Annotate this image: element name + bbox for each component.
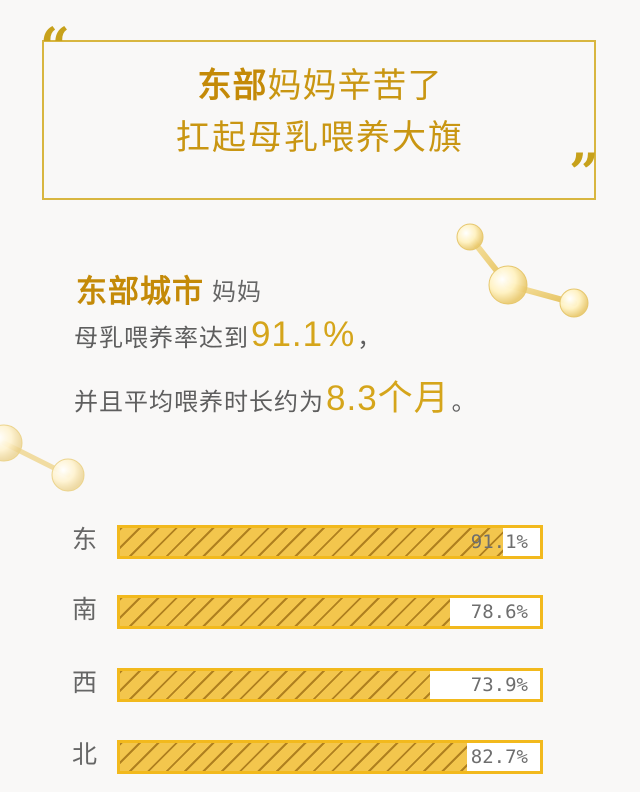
headline-frame	[42, 40, 596, 200]
bar-value-label: 73.9%	[470, 674, 528, 696]
region-title-sub: 妈妈	[212, 278, 262, 306]
bar	[120, 743, 468, 771]
bar-track: 82.7%	[117, 740, 543, 774]
bar-value-label: 82.7%	[470, 746, 528, 768]
breastfeeding-rate-prefix: 母乳喂养率达到	[74, 324, 249, 352]
headline-line-1-rest: 妈妈辛苦了	[267, 66, 443, 106]
feeding-duration-line: 并且平均喂养时长约为8.3个月。	[74, 370, 477, 421]
breastfeeding-rate-line: 母乳喂养率达到91.1%，	[74, 315, 382, 355]
bar-row: 北 82.7%	[70, 732, 570, 774]
bar	[120, 671, 431, 699]
bar-value-label: 91.1%	[470, 531, 528, 553]
bar-category-label: 东	[72, 525, 98, 554]
headline-line-2: 扛起母乳喂养大旗	[176, 118, 464, 158]
quote-close-mark: ”	[569, 143, 599, 204]
bar-track: 78.6%	[117, 595, 543, 629]
bar-row: 南 78.6%	[70, 587, 570, 629]
bar-row: 东 91.1%	[70, 517, 570, 559]
region-title: 东部城市 妈妈	[76, 266, 262, 311]
region-bar-chart: 东 91.1% 南 78.6% 西 73.9% 北 82.7%	[70, 510, 570, 790]
bar-category-label: 西	[72, 668, 98, 697]
bar-category-label: 南	[72, 595, 98, 624]
bar-track: 91.1%	[117, 525, 543, 559]
feeding-duration-suffix: 。	[451, 388, 477, 416]
bar	[120, 528, 503, 556]
bar-value-label: 78.6%	[470, 601, 528, 623]
breastfeeding-rate-value: 91.1%	[251, 315, 356, 354]
molecule-decoration-top-right-icon	[456, 223, 589, 318]
bar	[120, 598, 451, 626]
bar-track: 73.9%	[117, 668, 543, 702]
breastfeeding-rate-suffix: ，	[357, 324, 383, 352]
bar-category-label: 北	[72, 740, 98, 769]
bar-row: 西 73.9%	[70, 660, 570, 702]
feeding-duration-prefix: 并且平均喂养时长约为	[74, 388, 324, 416]
region-title-strong: 东部城市	[76, 274, 204, 310]
feeding-duration-value: 8.3个月	[326, 379, 450, 418]
molecule-decoration-left-icon	[0, 424, 85, 492]
headline-line-1: 东部妈妈辛苦了	[0, 58, 640, 107]
quote-open-mark: “	[40, 17, 70, 78]
headline-region: 东部	[197, 66, 268, 106]
